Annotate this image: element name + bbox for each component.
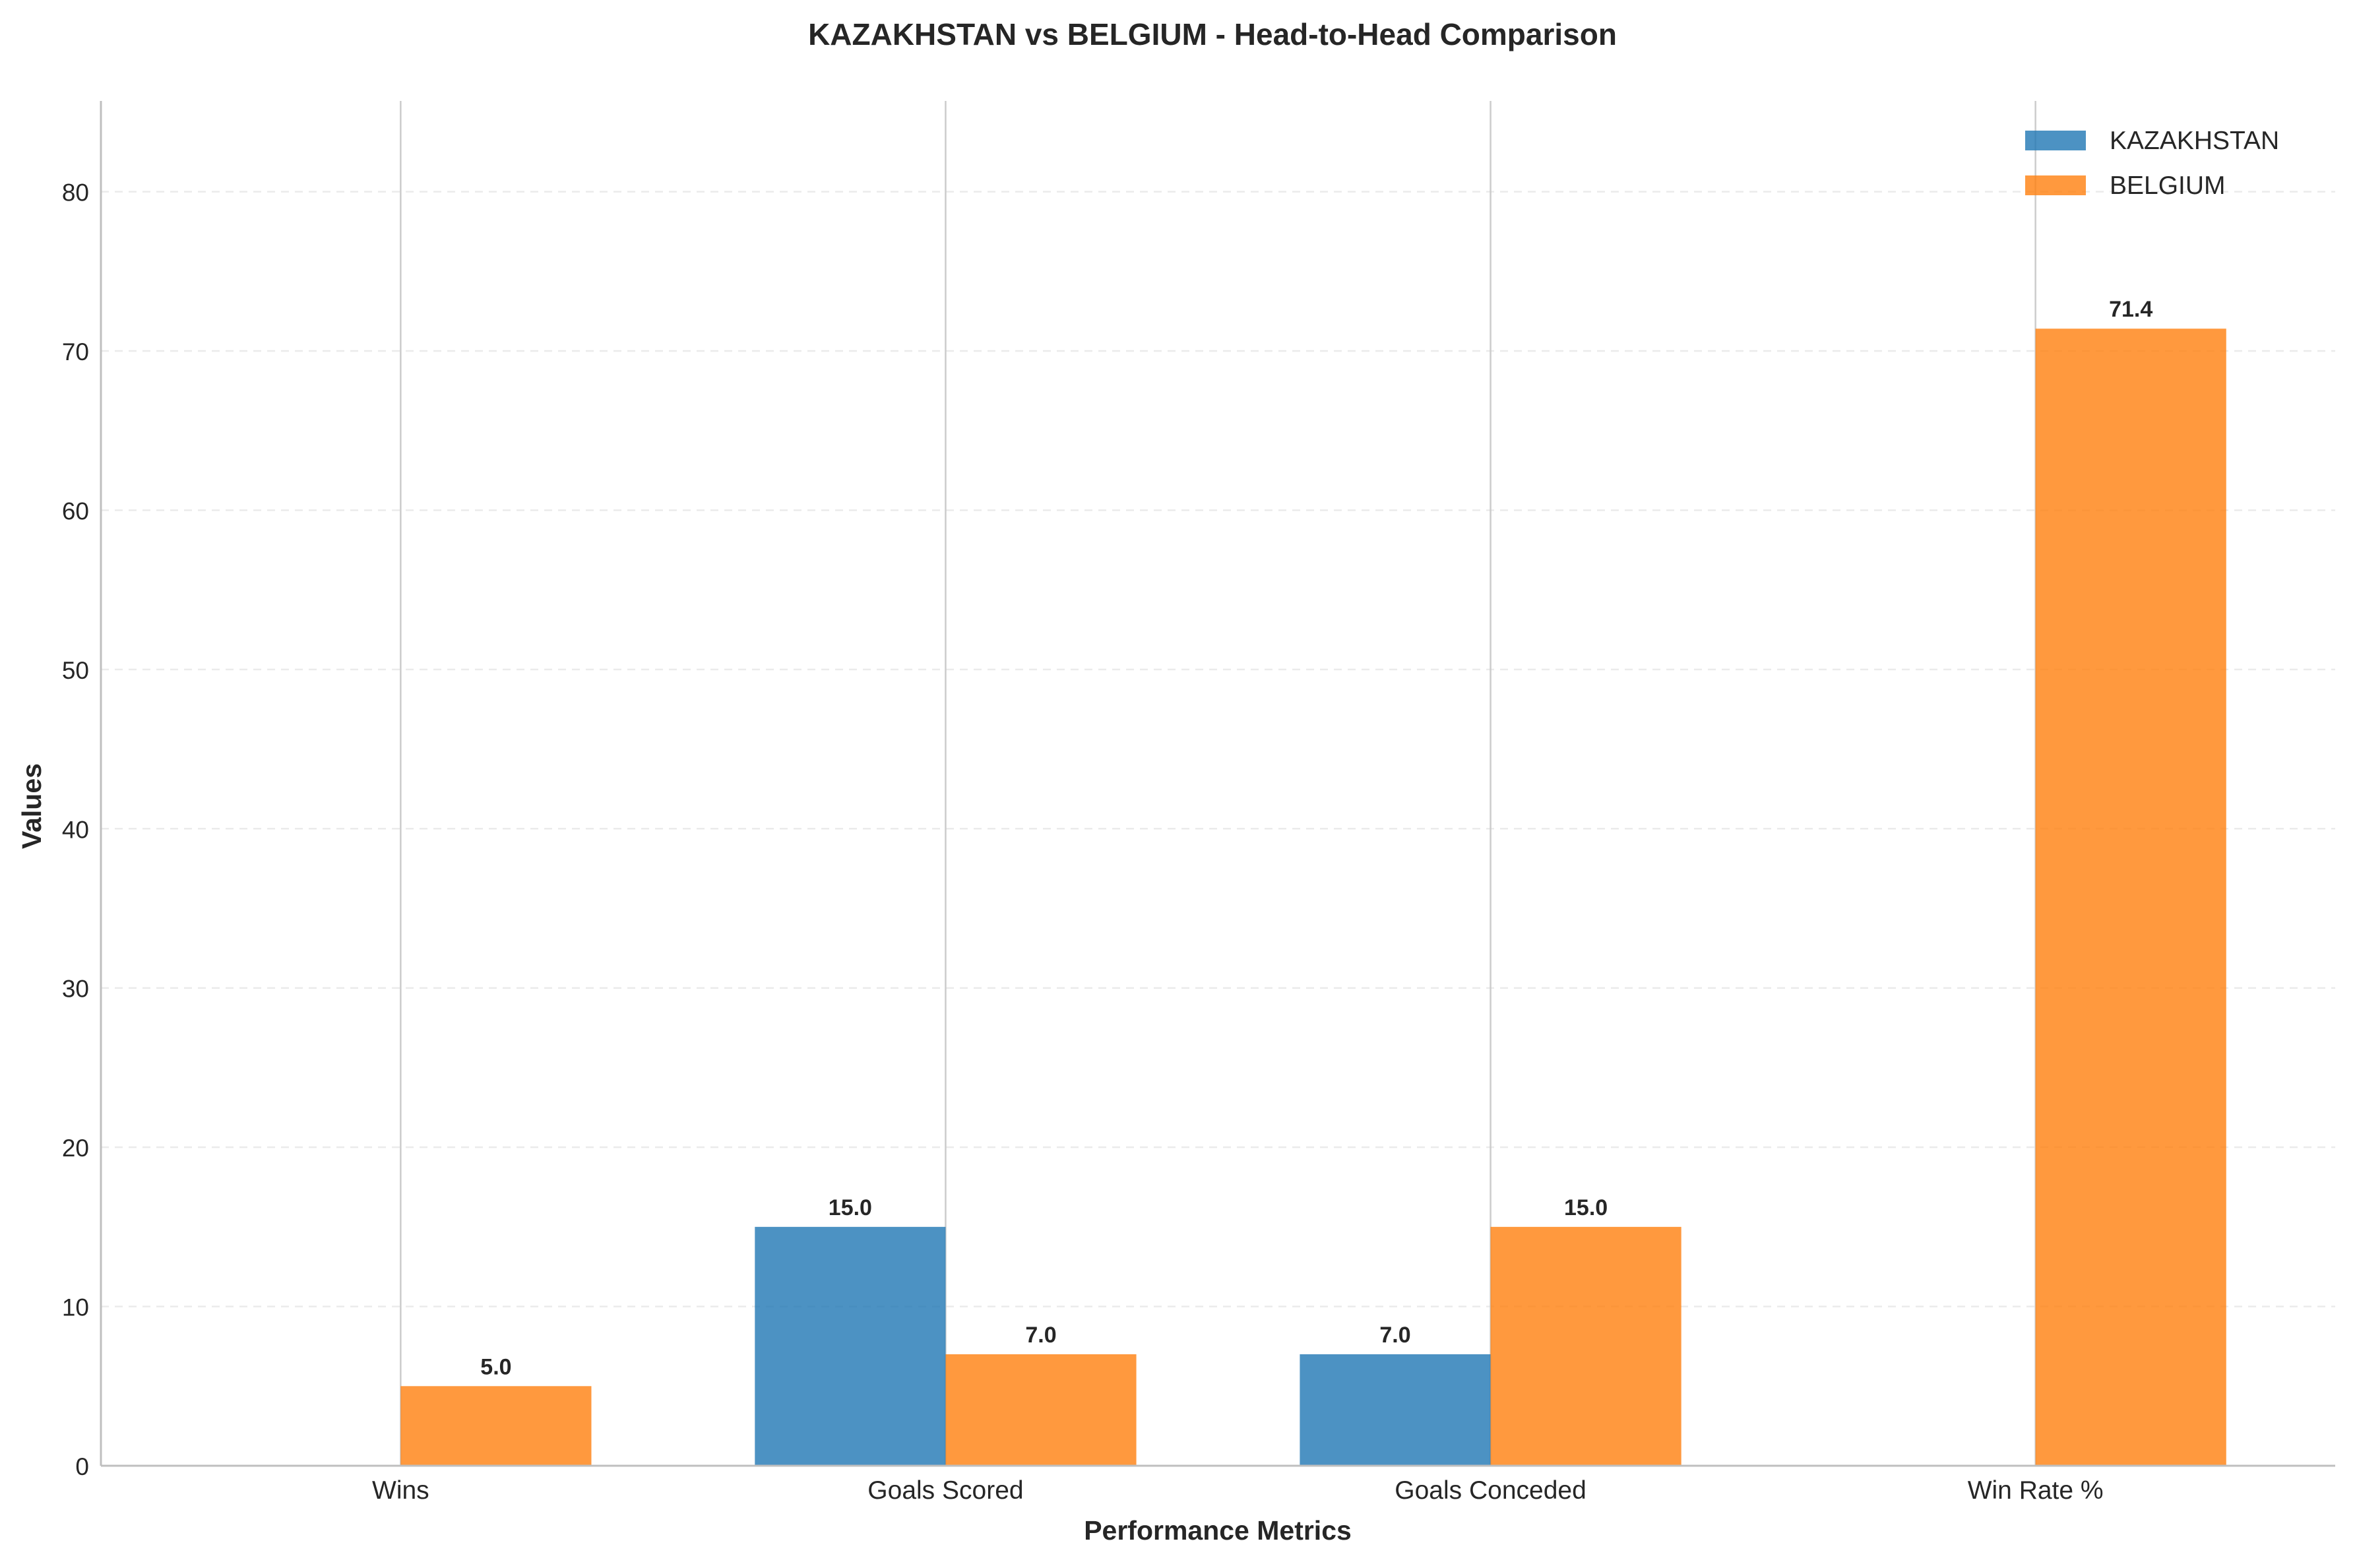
legend-swatch-kazakhstan: [2025, 131, 2086, 150]
axis-layer: 0 10 20 30 40 50 60 70 80 Wins Goals Scored Goals C…: [62, 101, 2335, 1505]
legend-label-belgium: BELGIUM: [2110, 172, 2226, 200]
x-axis-title: Performance Metrics: [1084, 1515, 1352, 1546]
x-tick-label: Goals Conceded: [1395, 1476, 1586, 1505]
x-tick-label: Goals Scored: [867, 1476, 1023, 1505]
legend: KAZAKHSTAN BELGIUM: [2025, 127, 2279, 200]
data-label: 71.4: [2109, 297, 2152, 322]
bar-belgium-goals-conceded: [1490, 1226, 1681, 1466]
y-tick-label: 10: [62, 1294, 89, 1321]
y-tick-label: 30: [62, 976, 89, 1003]
legend-label-kazakhstan: KAZAKHSTAN: [2110, 127, 2279, 155]
y-tick-label: 20: [62, 1135, 89, 1162]
grid-layer: [101, 101, 2335, 1467]
data-label: 15.0: [829, 1195, 872, 1220]
label-layer: 15.0 7.0 5.0 7.0 15.0 71.4: [480, 297, 2152, 1379]
legend-swatch-belgium: [2025, 175, 2086, 195]
y-tick-label: 60: [62, 497, 89, 524]
bar-layer: [400, 329, 2226, 1466]
y-tick-label: 40: [62, 816, 89, 843]
bar-kazakhstan-goals-scored: [755, 1226, 946, 1466]
chart-title: KAZAKHSTAN vs BELGIUM - Head-to-Head Com…: [808, 17, 1617, 51]
data-label: 7.0: [1379, 1323, 1410, 1348]
bar-belgium-win-rate-: [2035, 329, 2226, 1466]
bar-kazakhstan-goals-conceded: [1300, 1354, 1491, 1466]
y-tick-label: 80: [62, 179, 89, 206]
y-axis-title: Values: [16, 763, 47, 849]
x-tick-label: Wins: [372, 1476, 429, 1505]
y-tick-label: 50: [62, 657, 89, 684]
data-label: 7.0: [1025, 1323, 1056, 1348]
y-tick-label: 0: [75, 1453, 89, 1480]
bar-belgium-goals-scored: [945, 1354, 1137, 1466]
bar-belgium-wins: [400, 1386, 592, 1466]
data-label: 5.0: [480, 1354, 511, 1379]
y-tick-label: 70: [62, 338, 89, 365]
data-label: 15.0: [1564, 1195, 1608, 1220]
x-tick-label: Win Rate %: [1968, 1476, 2104, 1505]
